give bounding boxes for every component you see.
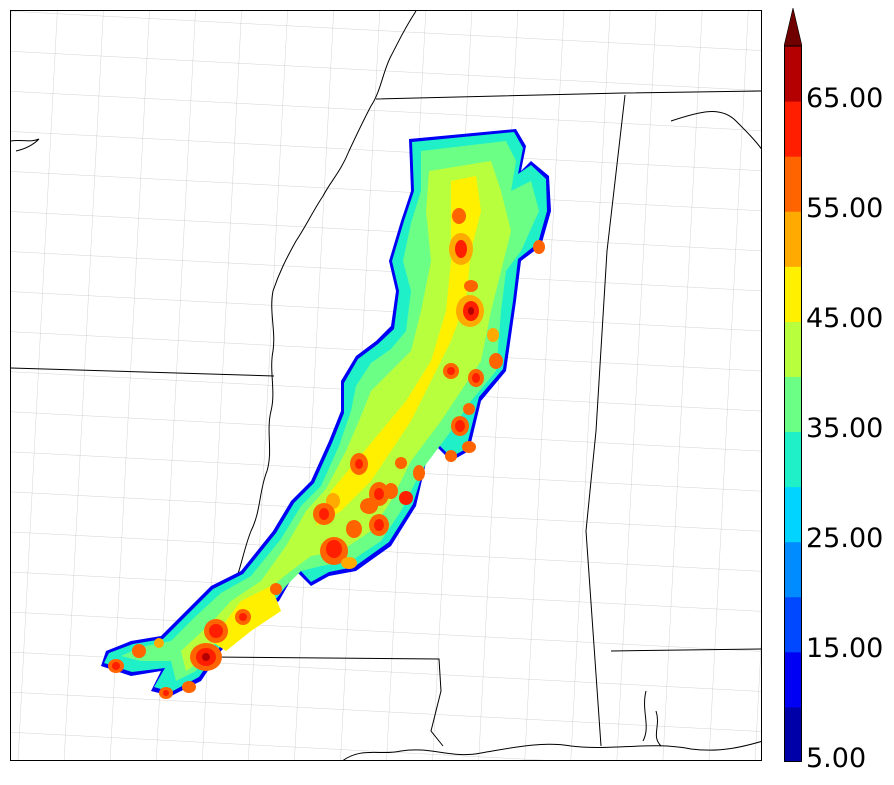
colorbar-tick-label: 15.00 (806, 633, 884, 664)
colorbar (784, 8, 802, 762)
colorbar-segment (784, 211, 802, 267)
colorbar-segment (784, 46, 802, 102)
colorbar-segment (784, 486, 802, 543)
colorbar-segment (784, 101, 802, 157)
reflectivity-map (11, 11, 761, 760)
colorbar-tick-label: 45.00 (806, 303, 884, 334)
colorbar-segment (784, 431, 802, 488)
map-panel (10, 10, 762, 761)
colorbar-segment (784, 321, 802, 377)
colorbar-border (784, 45, 802, 762)
colorbar-tick-label: 35.00 (806, 413, 884, 444)
colorbar-segment (784, 376, 802, 433)
colorbar-tick-label: 65.00 (806, 83, 884, 114)
colorbar-tick-label: 5.00 (806, 743, 867, 774)
colorbar-tick-label: 55.00 (806, 193, 884, 224)
state-boundaries (11, 11, 761, 760)
colorbar-segment (784, 156, 802, 212)
colorbar-segment (784, 651, 802, 708)
colorbar-segment (784, 266, 802, 322)
reflectivity-field (101, 129, 551, 699)
colorbar-segment (784, 596, 802, 653)
colorbar-segment (784, 706, 802, 762)
convective-cores (108, 208, 545, 699)
colorbar-segment (784, 541, 802, 598)
colorbar-extend-arrow (784, 8, 802, 47)
colorbar-tick-label: 25.00 (806, 523, 884, 554)
